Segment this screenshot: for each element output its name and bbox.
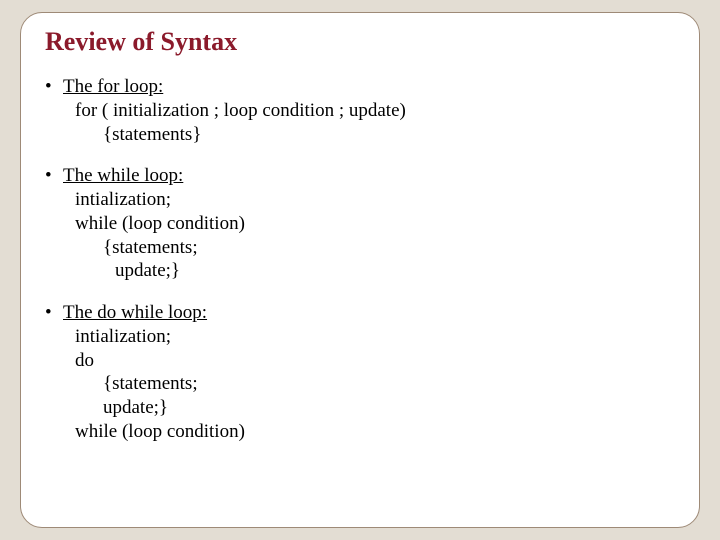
code-line: while (loop condition) [45,212,675,236]
bullet-dot-icon: • [45,164,63,188]
code-line: update;} [45,259,675,283]
bullet-while-loop: • The while loop: intialization; while (… [45,164,675,283]
code-line: {statements} [45,123,675,147]
bullet-do-while-loop: • The do while loop: intialization; do {… [45,301,675,444]
code-line: for ( initialization ; loop condition ; … [45,99,675,123]
bullet-header: The do while loop: [63,301,207,325]
bullet-for-loop: • The for loop: for ( initialization ; l… [45,75,675,146]
code-line: {statements; [45,372,675,396]
slide-content: Review of Syntax • The for loop: for ( i… [21,13,699,476]
code-line: intialization; [45,188,675,212]
code-line: {statements; [45,236,675,260]
bullet-header: The for loop: [63,75,163,99]
slide-title: Review of Syntax [45,27,675,57]
code-line: intialization; [45,325,675,349]
code-line: while (loop condition) [45,420,675,444]
bullet-dot-icon: • [45,75,63,99]
code-line: do [45,349,675,373]
code-line: update;} [45,396,675,420]
slide-frame: Review of Syntax • The for loop: for ( i… [20,12,700,528]
bullet-dot-icon: • [45,301,63,325]
bullet-header: The while loop: [63,164,183,188]
